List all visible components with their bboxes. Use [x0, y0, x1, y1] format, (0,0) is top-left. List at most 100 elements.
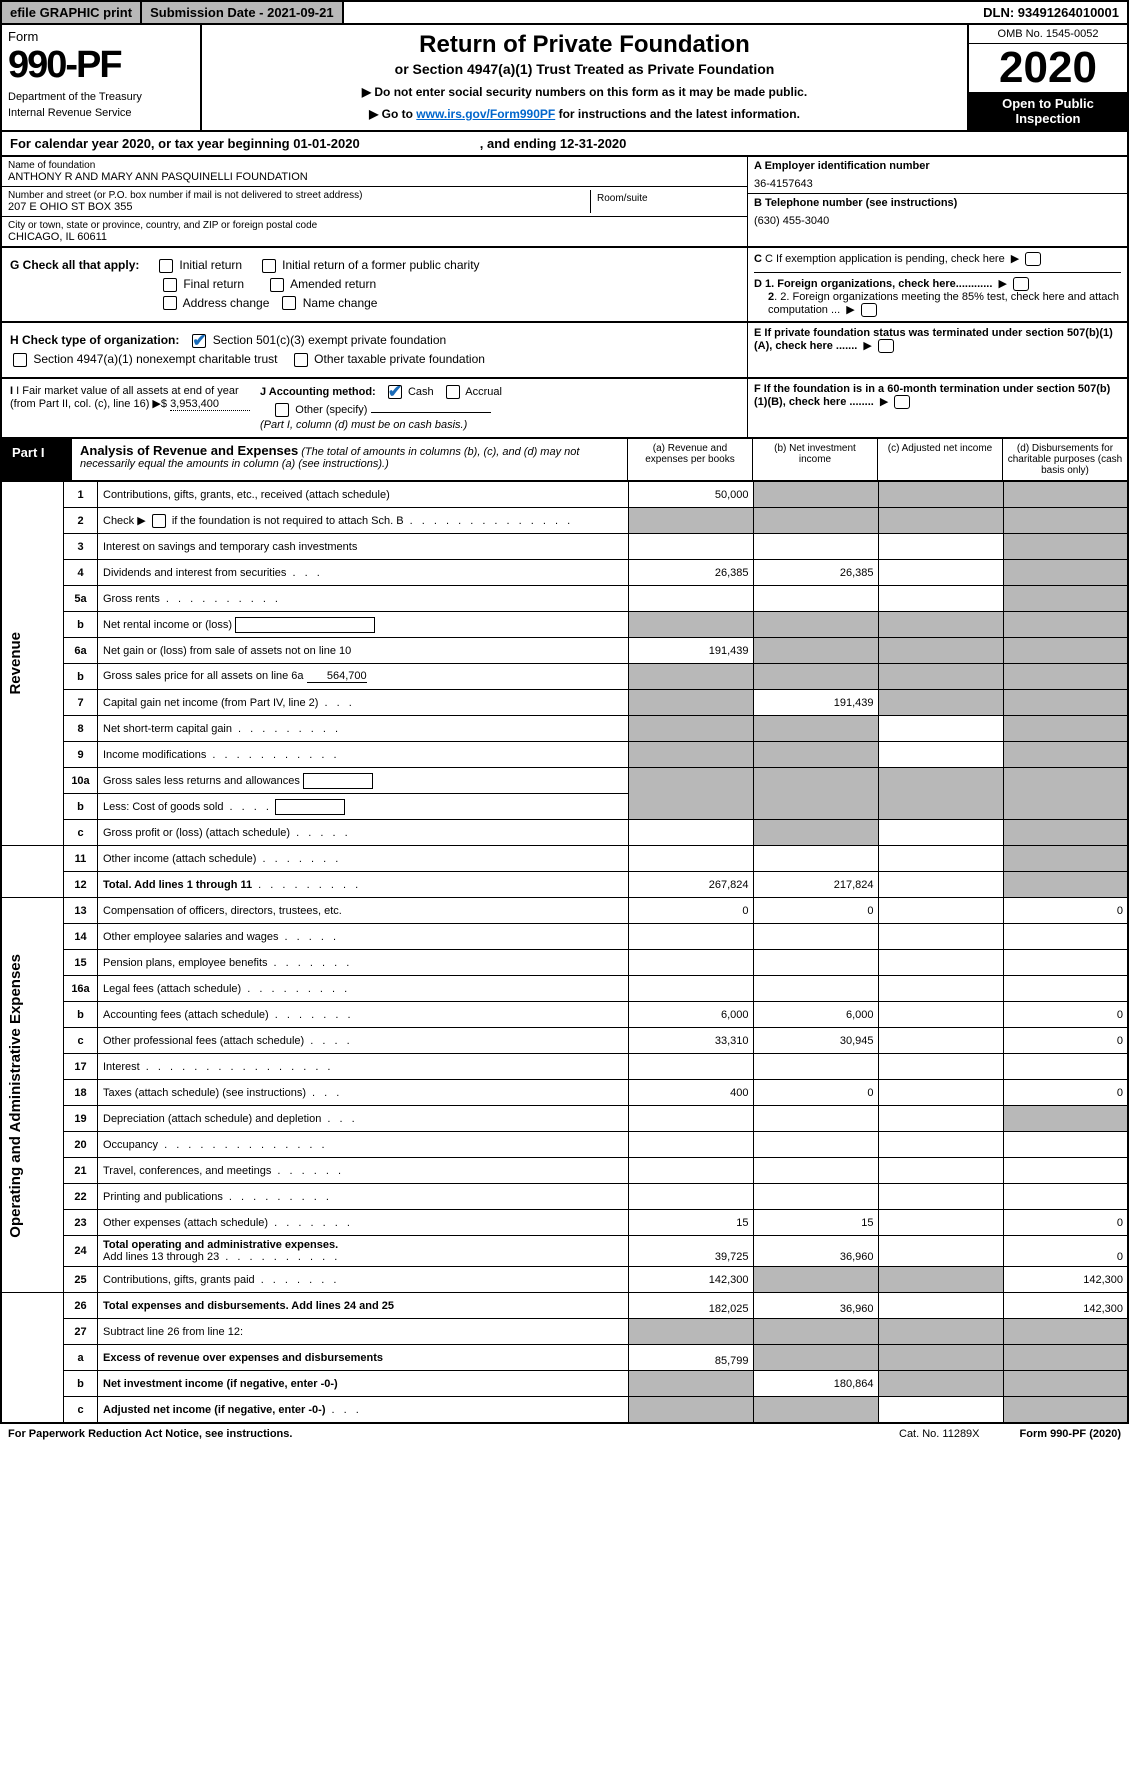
lbl-amended: Amended return: [290, 277, 376, 291]
city-value: CHICAGO, IL 60611: [8, 231, 741, 243]
row-desc: Pension plans, employee benefits . . . .…: [98, 950, 629, 976]
chk-501c3[interactable]: [192, 334, 206, 348]
row-num: 16a: [64, 976, 98, 1002]
table-row: cAdjusted net income (if negative, enter…: [1, 1397, 1128, 1423]
table-row: 2 Check ▶ if the foundation is not requi…: [1, 508, 1128, 534]
cell-d: 0: [1003, 1210, 1128, 1236]
col-c-head: (c) Adjusted net income: [877, 439, 1002, 480]
chk-c[interactable]: [1025, 252, 1041, 266]
chk-schb[interactable]: [152, 514, 166, 528]
table-row: 15Pension plans, employee benefits . . .…: [1, 950, 1128, 976]
table-row: 16aLegal fees (attach schedule) . . . . …: [1, 976, 1128, 1002]
table-row: Operating and Administrative Expenses13C…: [1, 898, 1128, 924]
row-desc: Net gain or (loss) from sale of assets n…: [98, 638, 629, 664]
c-label: C If exemption application is pending, c…: [765, 253, 1005, 265]
row-desc: Other professional fees (attach schedule…: [98, 1028, 629, 1054]
form-subtitle: or Section 4947(a)(1) Trust Treated as P…: [208, 61, 961, 77]
table-row: bAccounting fees (attach schedule) . . .…: [1, 1002, 1128, 1028]
part1-header: Part I Analysis of Revenue and Expenses …: [0, 439, 1129, 482]
cell-b: 30,945: [753, 1028, 878, 1054]
row-num: 24: [64, 1236, 98, 1267]
form-ref: Form 990-PF (2020): [1020, 1428, 1121, 1440]
cell-a: 85,799: [628, 1345, 753, 1371]
lbl-other-method: Other (specify): [295, 404, 367, 416]
row-num: 15: [64, 950, 98, 976]
lbl-initial: Initial return: [179, 258, 242, 272]
efile-print-button[interactable]: efile GRAPHIC print: [2, 2, 142, 23]
table-row: 14Other employee salaries and wages . . …: [1, 924, 1128, 950]
chk-e[interactable]: [878, 339, 894, 353]
chk-accrual[interactable]: [446, 385, 460, 399]
page-footer: For Paperwork Reduction Act Notice, see …: [0, 1424, 1129, 1444]
cell-b: 191,439: [753, 690, 878, 716]
lbl-addr-change: Address change: [183, 296, 270, 310]
chk-initial[interactable]: [159, 259, 173, 273]
table-row: 22Printing and publications . . . . . . …: [1, 1184, 1128, 1210]
lbl-cash: Cash: [408, 386, 434, 398]
table-row: 23Other expenses (attach schedule) . . .…: [1, 1210, 1128, 1236]
row-num: b: [64, 612, 98, 638]
d1-foreign: D 1. Foreign organizations, check here..…: [754, 277, 1121, 291]
chk-d1[interactable]: [1013, 277, 1029, 291]
chk-addr-change[interactable]: [163, 296, 177, 310]
dept-treasury: Department of the Treasury: [8, 91, 194, 103]
expenses-side-label: Operating and Administrative Expenses: [7, 954, 24, 1238]
h-label: H Check type of organization:: [10, 333, 179, 347]
chk-f[interactable]: [894, 395, 910, 409]
chk-name-change[interactable]: [282, 296, 296, 310]
chk-initial-former[interactable]: [262, 259, 276, 273]
table-row: bNet rental income or (loss): [1, 612, 1128, 638]
row-desc: Total operating and administrative expen…: [98, 1236, 629, 1267]
table-row: aExcess of revenue over expenses and dis…: [1, 1345, 1128, 1371]
e-terminated: E If private foundation status was termi…: [754, 327, 1121, 353]
row-num: b: [64, 664, 98, 690]
row-desc: Accounting fees (attach schedule) . . . …: [98, 1002, 629, 1028]
chk-4947[interactable]: [13, 353, 27, 367]
g-label: G Check all that apply:: [10, 258, 139, 272]
cell-b: 15: [753, 1210, 878, 1236]
row-desc: Printing and publications . . . . . . . …: [98, 1184, 629, 1210]
cell-b: 26,385: [753, 560, 878, 586]
cell-b: 36,960: [753, 1236, 878, 1267]
row-desc: Excess of revenue over expenses and disb…: [98, 1345, 629, 1371]
table-row: 27Subtract line 26 from line 12:: [1, 1319, 1128, 1345]
row-num: 5a: [64, 586, 98, 612]
paperwork-notice: For Paperwork Reduction Act Notice, see …: [8, 1428, 292, 1440]
cell-b: 0: [753, 898, 878, 924]
gross-sales-6a: 564,700: [307, 670, 367, 683]
cal-year-end: , and ending 12-31-2020: [480, 136, 627, 151]
row-num: c: [64, 1028, 98, 1054]
row-desc: Capital gain net income (from Part IV, l…: [98, 690, 629, 716]
table-row: 19Depreciation (attach schedule) and dep…: [1, 1106, 1128, 1132]
row-num: 2: [64, 508, 98, 534]
cell-d: 0: [1003, 1028, 1128, 1054]
street-address: 207 E OHIO ST BOX 355: [8, 201, 590, 213]
chk-final[interactable]: [163, 278, 177, 292]
form-header: Form 990-PF Department of the Treasury I…: [0, 25, 1129, 132]
chk-cash[interactable]: [388, 385, 402, 399]
row-num: 8: [64, 716, 98, 742]
ssn-warning: ▶ Do not enter social security numbers o…: [208, 85, 961, 99]
table-row: 12Total. Add lines 1 through 11 . . . . …: [1, 872, 1128, 898]
f-60month: F If the foundation is in a 60-month ter…: [754, 383, 1121, 409]
row-num: 20: [64, 1132, 98, 1158]
row-num: 14: [64, 924, 98, 950]
cell-b: 6,000: [753, 1002, 878, 1028]
lbl-name-change: Name change: [303, 296, 378, 310]
table-row: 21Travel, conferences, and meetings . . …: [1, 1158, 1128, 1184]
cat-no: Cat. No. 11289X: [899, 1428, 980, 1440]
row-desc: Contributions, gifts, grants, etc., rece…: [98, 482, 629, 508]
cell-b: 180,864: [753, 1371, 878, 1397]
chk-amended[interactable]: [270, 278, 284, 292]
omb-number: OMB No. 1545-0052: [969, 25, 1127, 44]
chk-other-method[interactable]: [275, 403, 289, 417]
col-d-head: (d) Disbursements for charitable purpose…: [1002, 439, 1127, 480]
chk-other-tax[interactable]: [294, 353, 308, 367]
chk-d2[interactable]: [861, 303, 877, 317]
tax-year: 2020: [969, 44, 1127, 92]
col-a-head: (a) Revenue and expenses per books: [627, 439, 752, 480]
irs-link[interactable]: www.irs.gov/Form990PF: [416, 107, 555, 121]
cell-a: 6,000: [628, 1002, 753, 1028]
lbl-accrual: Accrual: [465, 386, 502, 398]
cell-a: 400: [628, 1080, 753, 1106]
